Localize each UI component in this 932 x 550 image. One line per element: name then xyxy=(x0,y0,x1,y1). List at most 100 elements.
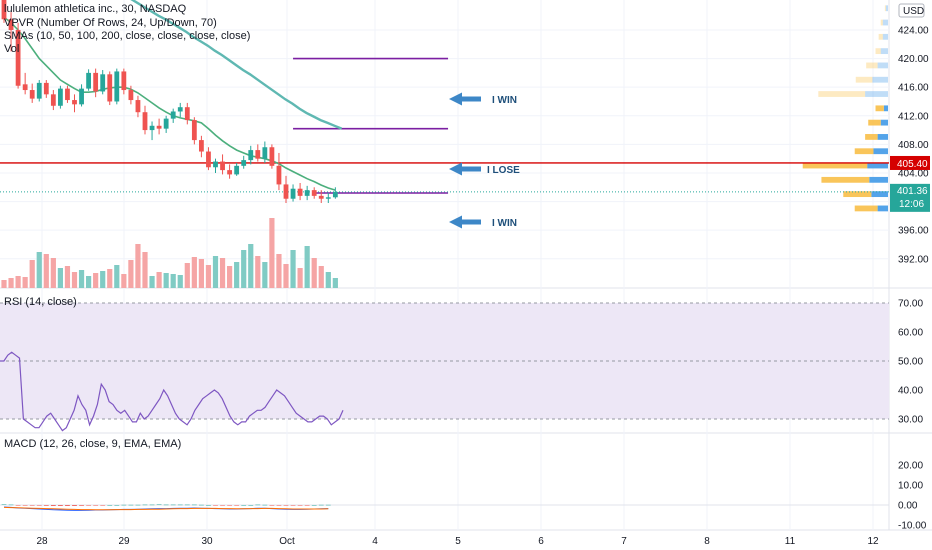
legend-vpvr[interactable]: VPVR (Number Of Rows, 24, Up/Down, 70) xyxy=(4,17,217,29)
macd-histogram-bar xyxy=(22,505,28,506)
volume-bar xyxy=(248,244,254,288)
macd-axis-tick: -10.00 xyxy=(898,521,927,532)
volume-bar xyxy=(135,244,141,288)
candle-body xyxy=(276,165,282,185)
candle-body xyxy=(121,71,127,91)
vpvr-up-row xyxy=(882,33,888,40)
macd-histogram-bar xyxy=(283,505,289,506)
volume-bar xyxy=(290,250,296,288)
vpvr-down-row xyxy=(878,33,883,40)
macd-axis-tick: 10.00 xyxy=(898,481,923,492)
volume-bar xyxy=(198,259,204,288)
vpvr-down-row xyxy=(884,5,886,12)
macd-histogram-bar xyxy=(213,505,218,506)
macd-histogram-bar xyxy=(128,504,134,506)
x-axis-tick: Oct xyxy=(279,536,295,547)
candle-body xyxy=(163,118,169,129)
price-axis-tick: 420.00 xyxy=(898,54,929,65)
countdown-tag-text: 12:06 xyxy=(899,199,924,210)
candle-body xyxy=(290,188,296,199)
vpvr-down-row xyxy=(821,176,870,183)
macd-histogram-bar xyxy=(163,504,169,506)
vpvr-up-row xyxy=(871,191,888,198)
volume-bar xyxy=(142,252,148,288)
candle-body xyxy=(191,120,197,141)
price-axis-tick: 416.00 xyxy=(898,83,929,94)
macd-histogram-bar xyxy=(1,504,7,505)
volume-bar xyxy=(93,273,99,288)
legend-symbol[interactable]: lululemon athletica inc., 30, NASDAQ xyxy=(4,3,187,15)
volume-bar xyxy=(50,258,56,288)
macd-histogram-bar xyxy=(107,505,113,506)
vpvr-down-row xyxy=(843,191,872,198)
candle-body xyxy=(86,72,91,89)
candle-body xyxy=(184,107,190,121)
macd-axis-tick: 0.00 xyxy=(898,501,918,512)
x-axis-tick: 11 xyxy=(785,536,796,547)
arrow-win-lower: I WIN xyxy=(449,215,517,229)
vpvr-up-row xyxy=(869,176,888,183)
arrow-win-upper: I WIN xyxy=(449,92,517,106)
x-axis-tick: 8 xyxy=(704,536,710,547)
red-price-tag xyxy=(890,155,930,170)
volume-bar xyxy=(325,272,331,288)
legend-smas[interactable]: SMAs (10, 50, 100, 200, close, close, cl… xyxy=(4,30,251,42)
macd-histogram-bar xyxy=(206,505,211,506)
volume-bar xyxy=(43,254,49,288)
volume-bar xyxy=(177,275,183,288)
candle-body xyxy=(262,147,268,159)
candle-body xyxy=(241,160,247,166)
candle-body xyxy=(297,188,303,196)
vpvr-up-row xyxy=(883,105,888,112)
rsi-axis-tick: 70.00 xyxy=(898,299,923,310)
rsi-line xyxy=(0,351,344,432)
currency-label: USD xyxy=(903,6,924,17)
candle-body xyxy=(8,19,14,30)
vpvr-down-row xyxy=(875,105,884,112)
volume-bar xyxy=(304,246,310,288)
candle-body xyxy=(65,88,70,101)
legend-vol[interactable]: Vol xyxy=(4,43,20,55)
macd-histogram-bar xyxy=(149,504,155,506)
last-price-tag xyxy=(890,183,930,212)
macd-axis-tick: 20.00 xyxy=(898,461,923,472)
macd-histogram-bar xyxy=(262,504,268,506)
macd-histogram-bar xyxy=(121,504,127,506)
macd-histogram-bar xyxy=(114,505,120,506)
candle-body xyxy=(135,100,141,113)
candle-body xyxy=(36,82,42,99)
volume-bar xyxy=(100,271,106,288)
candle-body xyxy=(283,184,289,199)
volume-bar xyxy=(57,268,63,288)
x-axis-tick: 30 xyxy=(201,536,213,547)
candle-body xyxy=(269,147,275,166)
legend-rsi[interactable]: RSI (14, close) xyxy=(4,296,77,308)
volume-bar xyxy=(86,276,92,288)
candle-body xyxy=(1,0,7,20)
candle-body xyxy=(50,94,56,106)
candle-body xyxy=(213,161,218,168)
volume-bar xyxy=(149,276,155,288)
volume-bar xyxy=(29,260,35,288)
price-axis-tick: 404.00 xyxy=(898,168,929,179)
macd-histogram-bar xyxy=(325,504,331,506)
candle-body xyxy=(79,88,84,105)
macd-histogram-bar xyxy=(50,505,56,506)
candle-body xyxy=(206,151,211,168)
sma-fast-line xyxy=(3,16,336,191)
candle-body xyxy=(149,125,155,131)
macd-histogram-bar xyxy=(86,505,91,506)
x-axis-tick: 7 xyxy=(621,536,627,547)
macd-histogram-bar xyxy=(297,505,303,506)
price-axis-tick: 392.00 xyxy=(898,254,929,265)
macd-histogram-bar xyxy=(79,505,84,506)
volume-bar xyxy=(156,272,162,288)
volume-bar xyxy=(212,256,219,288)
legend-macd[interactable]: MACD (12, 26, close, 9, EMA, EMA) xyxy=(4,438,182,450)
candle-body xyxy=(58,88,63,106)
macd-histogram-bar xyxy=(311,505,317,506)
volume-bar xyxy=(128,260,134,288)
price-axis-tick: 424.00 xyxy=(898,25,929,36)
vpvr-up-row xyxy=(877,62,888,69)
